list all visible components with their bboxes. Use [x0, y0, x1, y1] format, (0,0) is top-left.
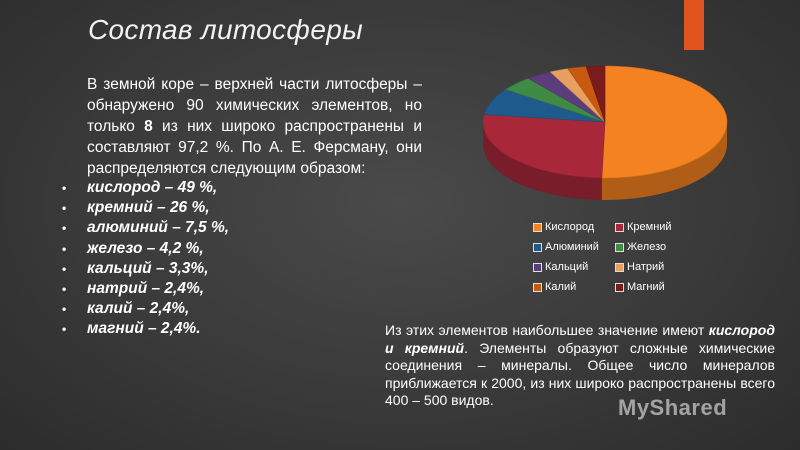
- list-item: • калий – 2,4%,: [62, 299, 229, 319]
- legend-item: Железо: [615, 238, 707, 256]
- bullet-icon: •: [62, 201, 67, 216]
- legend-label: Кальций: [545, 261, 589, 273]
- pie-side-0: [601, 122, 727, 200]
- pie-slice-1: [482, 114, 606, 179]
- list-item-text: кальций – 3,3%,: [87, 259, 209, 277]
- list-item-text: магний – 2,4%.: [87, 320, 201, 338]
- intro-bold-number: 8: [144, 118, 153, 135]
- pie-side-1: [483, 122, 602, 200]
- pie-slice-7: [585, 65, 606, 123]
- legend-label: Калий: [545, 281, 577, 293]
- legend-swatch: [615, 282, 624, 292]
- list-item: • кремний – 26 %,: [62, 198, 229, 218]
- accent-bar: [684, 0, 704, 50]
- legend-label: Магний: [627, 281, 665, 293]
- list-item-text: калий – 2,4%,: [87, 300, 190, 318]
- element-list: • кислород – 49 %, • кремний – 26 %, • алюм…: [62, 178, 229, 340]
- list-item: • кальций – 3,3%,: [62, 259, 229, 279]
- list-item: • железо – 4,2 %,: [62, 239, 229, 259]
- intro-text-after: из них широко распространены и составляю…: [87, 118, 422, 177]
- legend-label: Кислород: [545, 221, 595, 233]
- list-item: • магний – 2,4%.: [62, 319, 229, 339]
- bottom-paragraph: Из этих элементов наибольшее значение им…: [385, 322, 775, 410]
- legend-item: Магний: [615, 278, 707, 296]
- intro-text-before: В земной коре – верхней части литосферы …: [87, 76, 422, 135]
- bullet-icon: •: [62, 181, 67, 196]
- legend-swatch: [615, 222, 624, 232]
- bullet-icon: •: [62, 282, 67, 297]
- pie-slice-0: [601, 65, 728, 179]
- bullet-icon: •: [62, 261, 67, 276]
- legend-item: Калий: [533, 278, 615, 296]
- bullet-icon: •: [62, 221, 67, 236]
- legend-label: Алюминий: [545, 241, 599, 253]
- intro-paragraph: В земной коре – верхней части литосферы …: [87, 74, 422, 179]
- legend-swatch: [533, 222, 542, 232]
- legend-item: Алюминий: [533, 238, 615, 256]
- chart-legend: Кислород Кремний Алюминий Железо Кальций Натр…: [533, 218, 713, 296]
- legend-swatch: [615, 262, 624, 272]
- list-item-text: кислород – 49 %,: [87, 179, 218, 197]
- list-item: • алюминий – 7,5 %,: [62, 218, 229, 238]
- legend-swatch: [533, 242, 542, 252]
- list-item-text: натрий – 2,4%,: [87, 280, 205, 298]
- list-item: • натрий – 2,4%,: [62, 279, 229, 299]
- bullet-icon: •: [62, 302, 67, 317]
- slide-title: Состав литосферы: [88, 14, 363, 45]
- watermark-logo: MyShared: [618, 395, 728, 420]
- legend-item: Натрий: [615, 258, 707, 276]
- legend-item: Кислород: [533, 218, 615, 236]
- legend-swatch: [615, 242, 624, 252]
- legend-item: Кремний: [615, 218, 707, 236]
- legend-swatch: [533, 282, 542, 292]
- legend-label: Железо: [627, 241, 667, 253]
- legend-item: Кальций: [533, 258, 615, 276]
- bullet-icon: •: [62, 241, 67, 256]
- bottom-bold-text: кислород и кремний: [385, 322, 775, 356]
- pie-chart: [482, 65, 728, 200]
- list-item-text: кремний – 26 %,: [87, 199, 210, 217]
- legend-swatch: [533, 262, 542, 272]
- bottom-text-after: . Элементы образуют сложные химические с…: [385, 339, 776, 409]
- legend-label: Натрий: [627, 261, 665, 273]
- legend-label: Кремний: [627, 221, 672, 233]
- bottom-text-before: Из этих элементов наибольшее значение им…: [385, 322, 709, 338]
- bullet-icon: •: [62, 322, 67, 337]
- list-item: • кислород – 49 %,: [62, 178, 229, 198]
- list-item-text: железо – 4,2 %,: [87, 239, 204, 257]
- list-item-text: алюминий – 7,5 %,: [87, 219, 230, 237]
